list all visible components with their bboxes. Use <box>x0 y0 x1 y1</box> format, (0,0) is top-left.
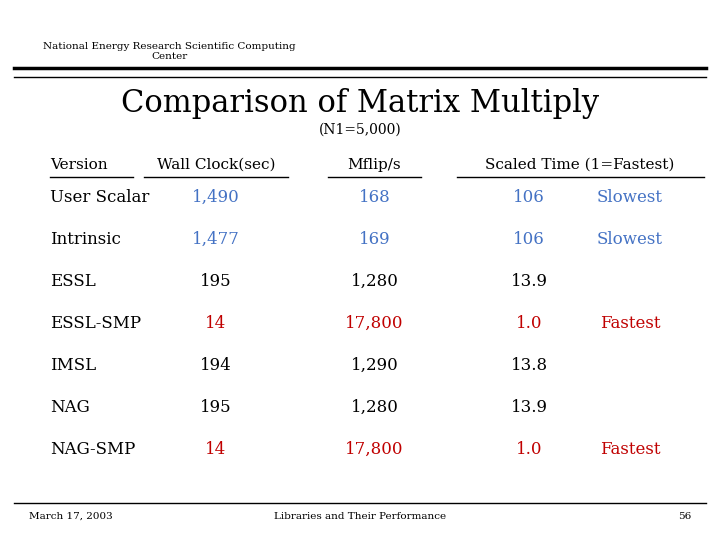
Text: 1.0: 1.0 <box>516 441 542 458</box>
Text: 17,800: 17,800 <box>345 315 404 332</box>
Text: 195: 195 <box>200 399 232 416</box>
Text: Comparison of Matrix Multiply: Comparison of Matrix Multiply <box>121 88 599 119</box>
Text: 14: 14 <box>205 315 227 332</box>
Text: NAG: NAG <box>50 399 90 416</box>
Text: 194: 194 <box>200 357 232 374</box>
Text: 106: 106 <box>513 188 545 206</box>
Text: 13.8: 13.8 <box>510 357 548 374</box>
Text: Slowest: Slowest <box>597 188 663 206</box>
Text: 1,477: 1,477 <box>192 231 240 248</box>
Text: Scaled Time (1=Fastest): Scaled Time (1=Fastest) <box>485 158 675 172</box>
Text: 56: 56 <box>678 512 691 521</box>
Text: ESSL: ESSL <box>50 273 96 290</box>
Text: Mflip/s: Mflip/s <box>348 158 401 172</box>
Text: Fastest: Fastest <box>600 441 660 458</box>
Text: IMSL: IMSL <box>50 357 96 374</box>
Text: 13.9: 13.9 <box>510 399 548 416</box>
Text: 1,280: 1,280 <box>351 273 398 290</box>
Text: March 17, 2003: March 17, 2003 <box>29 512 112 521</box>
Text: 169: 169 <box>359 231 390 248</box>
Text: Intrinsic: Intrinsic <box>50 231 121 248</box>
Text: User Scalar: User Scalar <box>50 188 150 206</box>
Text: NAG-SMP: NAG-SMP <box>50 441 136 458</box>
Text: (N1=5,000): (N1=5,000) <box>319 123 401 137</box>
Text: Libraries and Their Performance: Libraries and Their Performance <box>274 512 446 521</box>
Text: 1,290: 1,290 <box>351 357 398 374</box>
Text: 17,800: 17,800 <box>345 441 404 458</box>
Text: 1,490: 1,490 <box>192 188 240 206</box>
Text: Fastest: Fastest <box>600 315 660 332</box>
Text: 195: 195 <box>200 273 232 290</box>
Text: 106: 106 <box>513 231 545 248</box>
Text: ESSL-SMP: ESSL-SMP <box>50 315 142 332</box>
Text: Wall Clock(sec): Wall Clock(sec) <box>157 158 275 172</box>
Text: 1,280: 1,280 <box>351 399 398 416</box>
Text: 14: 14 <box>205 441 227 458</box>
Text: 1.0: 1.0 <box>516 315 542 332</box>
Text: 168: 168 <box>359 188 390 206</box>
Text: National Energy Research Scientific Computing
Center: National Energy Research Scientific Comp… <box>43 42 295 61</box>
Text: 13.9: 13.9 <box>510 273 548 290</box>
Text: Version: Version <box>50 158 108 172</box>
Text: Slowest: Slowest <box>597 231 663 248</box>
